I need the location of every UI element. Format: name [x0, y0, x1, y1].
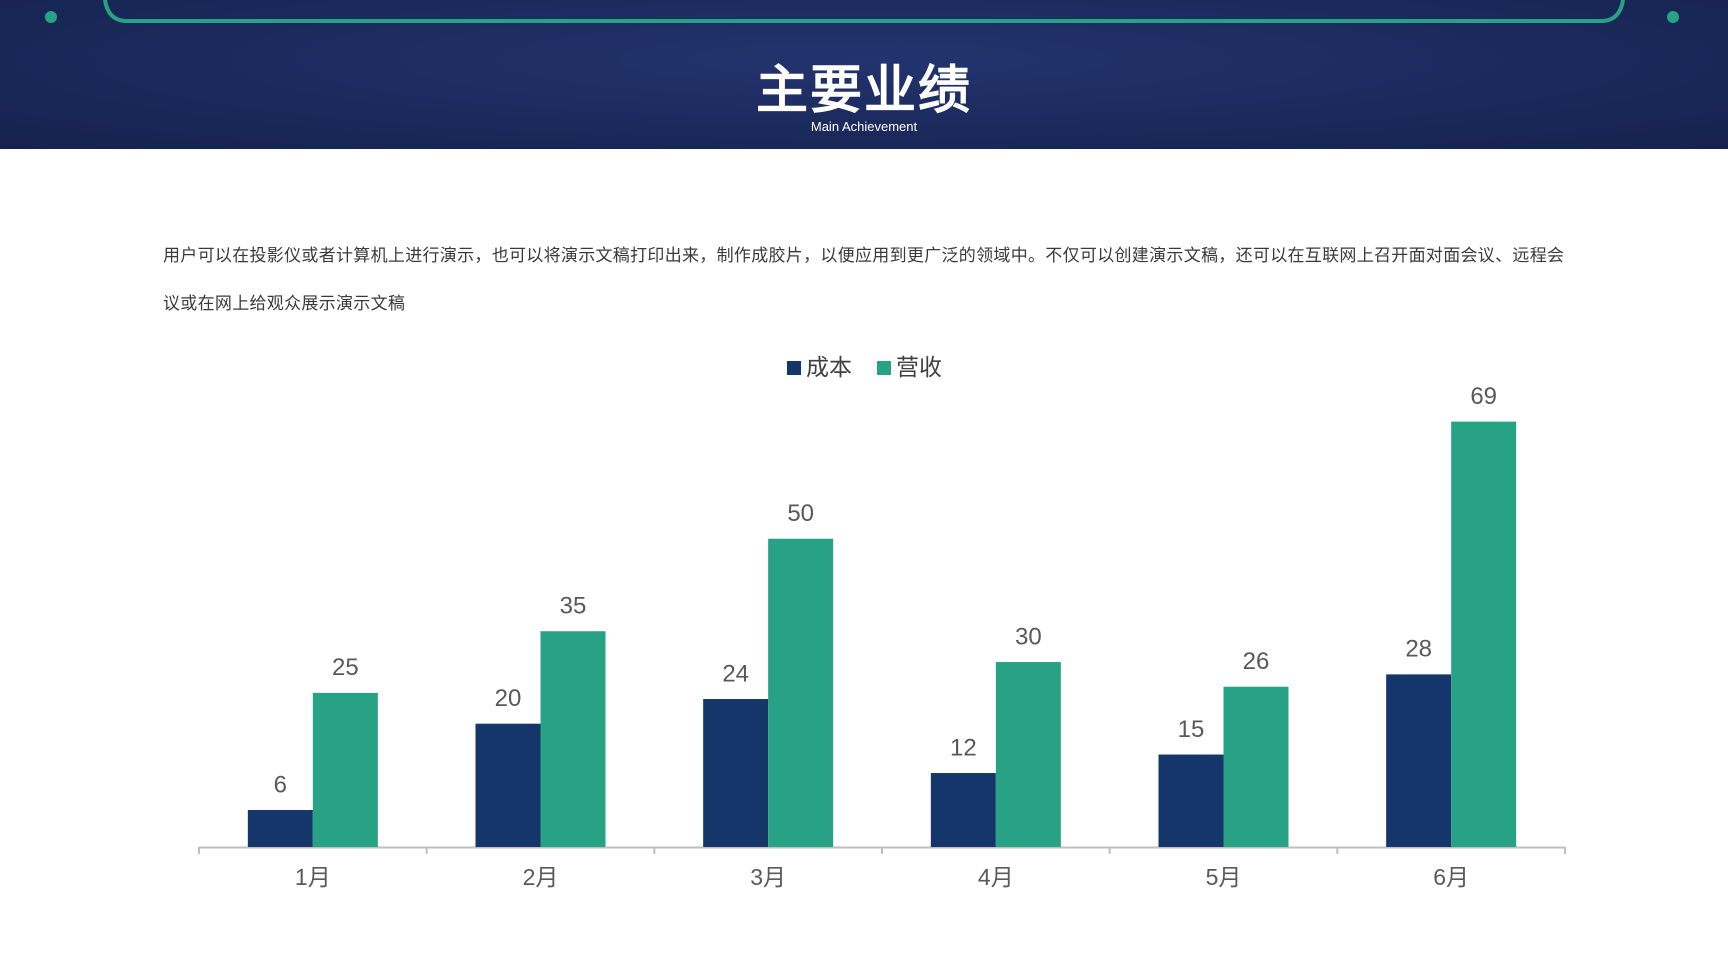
header-decoration	[45, 0, 1679, 23]
legend-swatch	[877, 361, 891, 375]
data-label: 50	[787, 500, 814, 527]
header-banner: 主要业绩 Main Achievement	[0, 0, 1728, 149]
x-tick-label: 6月	[1433, 864, 1469, 890]
x-tick-label: 4月	[978, 864, 1014, 890]
data-label: 69	[1470, 383, 1497, 410]
data-label: 26	[1243, 648, 1270, 675]
dot	[45, 11, 57, 23]
data-label: 30	[1015, 623, 1042, 650]
bar	[995, 662, 1061, 847]
bar	[1158, 754, 1224, 847]
frame-line	[103, 0, 1625, 23]
paragraph: 用户可以在投影仪或者计算机上进行演示，也可以将演示文稿打印出来，制作成胶片，以便…	[163, 246, 1565, 314]
bar	[768, 538, 834, 847]
legend-label: 营收	[896, 354, 942, 380]
data-label: 15	[1178, 716, 1205, 743]
x-tick-label: 5月	[1206, 864, 1242, 890]
x-tick-label: 1月	[295, 864, 331, 890]
bar	[930, 773, 996, 847]
bar	[1451, 421, 1517, 847]
title: 主要业绩	[755, 60, 972, 121]
data-label: 25	[332, 654, 359, 681]
data-label: 28	[1405, 636, 1432, 663]
bar	[312, 692, 378, 847]
data-label: 12	[950, 734, 977, 761]
bar	[247, 810, 313, 847]
data-label: 35	[560, 593, 587, 620]
bar	[1386, 674, 1452, 847]
data-label: 24	[722, 660, 749, 687]
dot	[1667, 11, 1679, 23]
subtitle: Main Achievement	[810, 119, 918, 134]
bar	[540, 631, 606, 847]
x-tick-label: 3月	[750, 864, 786, 890]
data-label: 20	[495, 685, 522, 712]
bar	[475, 723, 541, 847]
data-label: 6	[274, 771, 287, 798]
legend-label: 成本	[806, 354, 852, 380]
bar	[1223, 686, 1289, 847]
bar	[703, 699, 769, 847]
legend-swatch	[787, 361, 801, 375]
x-tick-label: 2月	[523, 864, 559, 890]
